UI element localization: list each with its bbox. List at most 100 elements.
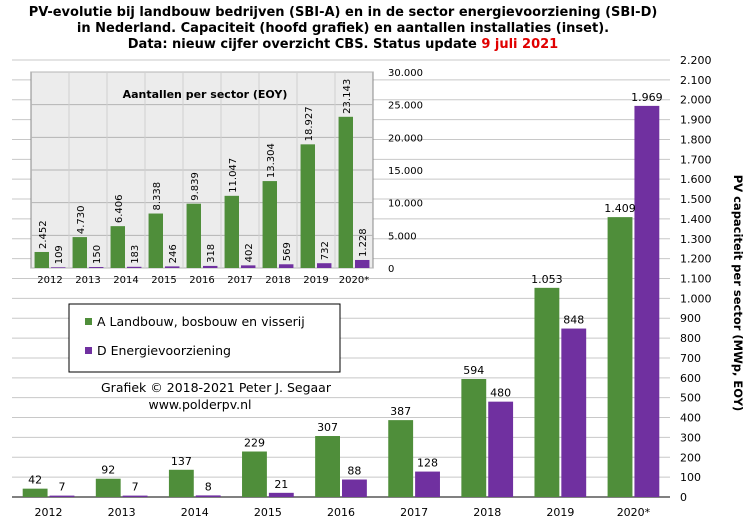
main-bar-d [561,328,587,497]
inset-data-label-a: 2.452 [38,220,49,249]
main-bars [22,105,660,497]
main-data-label-a: 1.053 [531,273,563,286]
inset-data-label-d: 183 [130,245,141,264]
main-bar-a [388,420,414,497]
inset-data-label-a: 13.304 [266,143,277,178]
main-y-tick-label: 400 [680,412,701,425]
main-y-tick-label: 1.300 [680,233,712,246]
title-line-3-prefix: Data: nieuw cijfer overzicht CBS. Status… [127,37,477,52]
inset-data-label-a: 8.338 [152,182,163,211]
inset-y-tick-label: 10.000 [388,199,423,210]
main-y-tick-label: 2.100 [680,74,712,87]
inset-grid [31,71,373,269]
inset-data-label-d: 402 [244,243,255,262]
main-y-tick-label: 1.700 [680,153,712,166]
inset-x-tick-label: 2018 [265,275,290,286]
inset-bar-d [51,267,66,268]
inset-x-tick-label: 2019 [303,275,328,286]
inset-x-tick-label: 2014 [113,275,138,286]
status-date: 9 juli 2021 [481,37,559,52]
inset-bar-a [34,251,49,268]
main-y-tick-label: 1.600 [680,173,712,186]
main-bar-a [607,217,633,497]
main-y-ticks: 0 100 200 300 400 500 600 700 800 900 1.000 1.100 1.… [680,54,712,504]
main-x-tick-label: 2012 [35,506,63,519]
main-data-label-d: 21 [274,478,288,491]
main-data-label-a: 594 [463,364,484,377]
main-bar-a [315,436,340,497]
main-y-tick-label: 2.000 [680,94,712,107]
main-data-label-d: 7 [58,481,65,494]
credit: Grafiek © 2018-2021 Peter J. Segaar www.… [101,380,332,412]
inset-data-label-d: 318 [206,244,217,263]
main-data-labels: 42 7 92 7 137 8 229 21 307 88 387 128 594 480 1.053 848… [28,91,662,494]
inset-y-tick-label: 25.000 [388,101,423,112]
main-y-tick-label: 500 [680,392,701,405]
main-data-label-a: 229 [244,437,265,450]
main-y-tick-label: 1.000 [680,292,712,305]
inset-bar-a [338,116,353,268]
main-x-ticks: 2012 2013 2014 2015 2016 2017 2018 2019 2020* [35,506,651,519]
inset-x-tick-label: 2012 [37,275,62,286]
main-y-tick-label: 300 [680,431,701,444]
inset-bar-d [355,259,370,268]
main-y-tick-label: 200 [680,451,701,464]
legend-swatch-a [85,318,92,325]
inset-bar-a [224,195,239,268]
inset-data-label-a: 23.143 [342,79,353,114]
main-y-tick-label: 900 [680,312,701,325]
inset-y-tick-label: 0 [388,264,394,275]
inset-bar-a [262,181,277,268]
inset-bar-d [241,265,256,268]
main-data-label-a: 307 [317,421,338,434]
inset-data-label-a: 9.839 [190,172,201,201]
inset-data-label-d: 1.228 [358,228,369,257]
main-bar-a [22,488,48,497]
inset-y-tick-label: 30.000 [388,68,423,79]
inset-chart: 2.452 109 4.730 150 6.406 183 8.338 246 9.839 318… [30,68,423,286]
inset-bar-a [186,203,201,268]
inset-data-label-d: 569 [282,242,293,261]
main-y-tick-label: 1.400 [680,213,712,226]
main-y-tick-label: 700 [680,352,701,365]
inset-bar-d [127,266,142,268]
main-data-label-d: 1.969 [631,91,663,104]
y-axis-label: PV capaciteit per sector (MWp, EOY) [731,175,745,411]
inset-data-label-a: 4.730 [76,205,87,234]
main-data-label-a: 387 [390,405,411,418]
legend-label-d: D Energievoorziening [97,343,231,358]
main-y-tick-label: 1.500 [680,193,712,206]
main-y-tick-label: 2.200 [680,54,712,67]
main-data-label-d: 88 [347,465,361,478]
main-y-tick-label: 1.800 [680,133,712,146]
main-y-tick-label: 0 [680,491,687,504]
main-bar-a [242,451,267,497]
main-x-tick-label: 2017 [400,506,428,519]
main-data-label-d: 7 [132,481,139,494]
inset-data-label-a: 11.047 [228,158,239,193]
main-data-label-a: 42 [28,474,42,487]
inset-x-tick-label: 2017 [227,275,252,286]
inset-y-tick-label: 20.000 [388,133,423,144]
main-data-label-d: 8 [205,480,212,493]
inset-x-tick-label: 2015 [151,275,176,286]
main-bar-d [342,479,367,497]
main-bar-a [95,478,121,497]
main-x-tick-label: 2019 [546,506,574,519]
main-data-label-d: 128 [417,457,438,470]
legend-box [68,303,341,373]
inset-bar-d [317,263,332,268]
main-bar-d [195,495,221,497]
inset-y-tick-label: 15.000 [388,166,423,177]
main-bar-d [634,105,660,497]
main-bar-a [168,469,194,497]
main-data-label-a: 137 [171,455,192,468]
legend: A Landbouw, bosbouw en visserij D Energi… [68,303,341,373]
legend-label-a: A Landbouw, bosbouw en visserij [97,314,305,329]
inset-x-ticks: 2012 2013 2014 2015 2016 2017 2018 2019 2020* [37,275,369,286]
title-line-3: Data: nieuw cijfer overzicht CBS. Status… [0,37,686,53]
inset-data-label-a: 6.406 [114,195,125,224]
title-line-2: in Nederland. Capaciteit (hoofd grafiek)… [76,21,610,36]
inset-data-label-a: 18.927 [304,106,315,141]
